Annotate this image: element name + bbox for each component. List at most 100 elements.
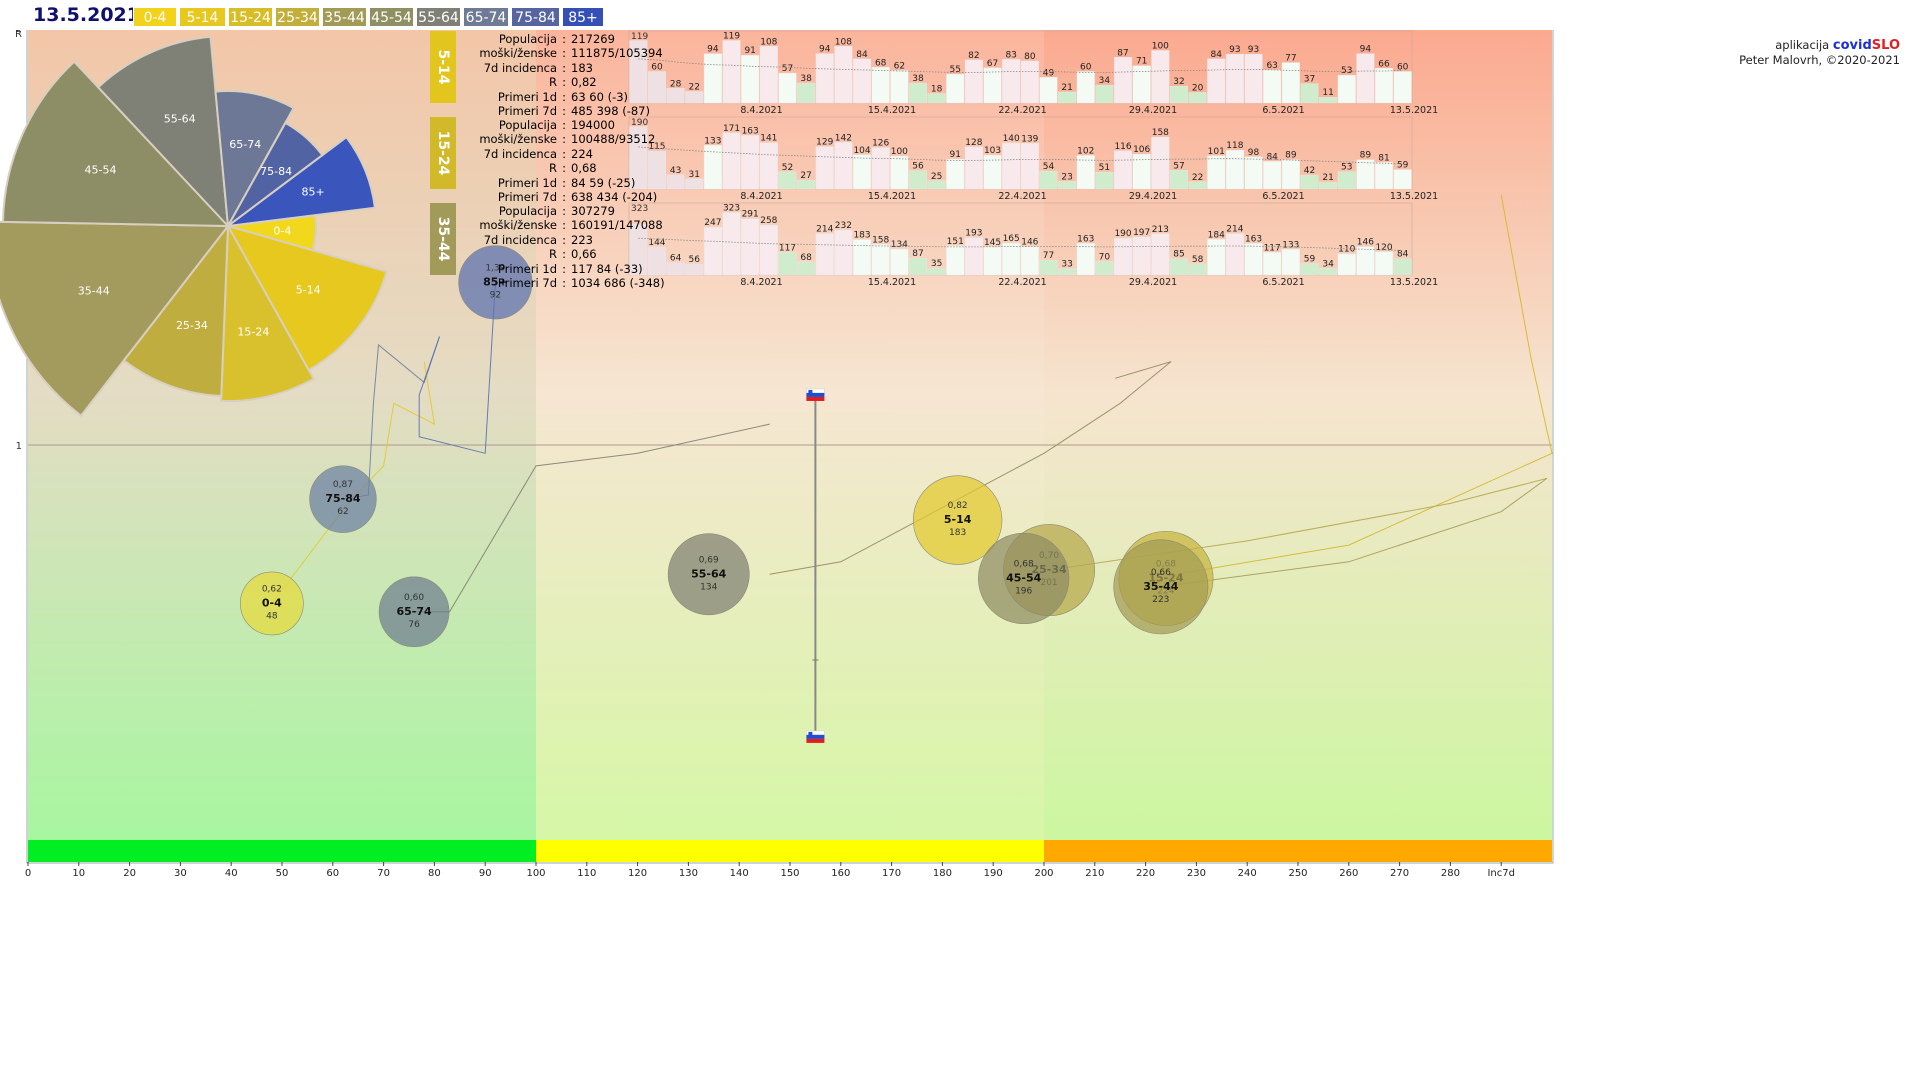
mini-bar	[1337, 253, 1356, 276]
mini-bar-label: 158	[1152, 128, 1169, 138]
bubble-circle	[240, 571, 304, 636]
mini-chart-frame	[628, 116, 1413, 190]
mini-bar	[778, 252, 797, 276]
mini-bar	[1058, 91, 1077, 104]
mini-bar-label: 126	[872, 139, 889, 149]
top-bar: 13.5.2021 0-4 5-14 15-24 25-34 35-44 45-54 55-…	[0, 0, 1920, 30]
mini-bar	[834, 142, 853, 190]
mini-bar-label: 93	[1229, 45, 1240, 55]
stat-value: 111875/105394	[571, 46, 663, 61]
x-tick-label: 140	[730, 868, 749, 879]
mini-bar-label: 87	[1117, 48, 1128, 58]
mini-bar	[983, 154, 1002, 190]
stat-key: Populacija	[498, 204, 557, 218]
mini-bar	[871, 67, 890, 104]
mini-bar-label: 93	[1248, 45, 1259, 55]
age-group-button-45-54[interactable]: 45-54	[369, 7, 414, 27]
stat-row: 7d incidenca:183	[445, 61, 663, 75]
x-tick-label: Inc7d	[1487, 868, 1515, 879]
mini-bar-label: 323	[723, 204, 740, 214]
mini-bar-label: 54	[1043, 162, 1055, 172]
age-group-button-0-4[interactable]: 0-4	[133, 7, 177, 27]
mini-bar-label: 60	[1080, 62, 1092, 72]
bubble-85+: 1,39 85+ 92	[458, 245, 533, 320]
x-tick-label: 260	[1339, 868, 1358, 879]
x-tick-label: 130	[679, 868, 698, 879]
age-group-button-5-14[interactable]: 5-14	[179, 7, 226, 27]
age-group-button-15-24[interactable]: 15-24	[228, 7, 273, 27]
bubble-group-label: 35-44	[1143, 580, 1179, 593]
bubble-group-label: 45-54	[1006, 571, 1042, 584]
pie-slice-35-44	[0, 220, 231, 418]
mini-bar-label: 80	[1024, 52, 1036, 62]
stat-value: 100488/93512	[571, 132, 656, 147]
mini-bar-label: 70	[1099, 252, 1111, 262]
mini-bar	[797, 82, 816, 104]
mini-bar-label: 58	[1192, 255, 1204, 265]
mini-chart-5-14: 60 28 22 94 119 91 108 57 38 94 108 84 68 62 38 18 55 82 6…	[628, 30, 1438, 116]
stat-key: Primeri 1d	[497, 175, 557, 190]
stat-value: 223	[571, 232, 593, 247]
age-group-button-65-74[interactable]: 65-74	[463, 7, 509, 27]
age-group-button-35-44[interactable]: 35-44	[322, 7, 367, 27]
mini-bar	[1300, 174, 1319, 190]
mini-bar	[964, 146, 983, 190]
mini-bar	[741, 55, 760, 104]
age-group-button-55-64[interactable]: 55-64	[416, 7, 461, 27]
mini-bar-label: 119	[723, 32, 740, 42]
mini-bar	[722, 212, 741, 276]
mini-bar	[647, 246, 666, 276]
mini-bar-label: 28	[670, 79, 682, 89]
age-group-button-25-34[interactable]: 25-34	[275, 7, 320, 27]
mini-bar-label: 190	[1114, 229, 1131, 239]
mini-bar	[722, 132, 741, 190]
stat-separator: :	[562, 276, 566, 291]
panel-group-tag: 5-14	[430, 31, 456, 103]
stat-value: 0,68	[571, 161, 597, 176]
mini-bar	[1244, 156, 1263, 190]
brand-covid: covid	[1832, 38, 1872, 53]
mini-bar	[1095, 172, 1114, 190]
stat-key: 7d incidenca	[483, 146, 557, 161]
mini-bar	[741, 135, 760, 190]
mini-bar-label: 89	[1360, 151, 1372, 161]
mini-bar	[1225, 233, 1244, 276]
stat-key: Populacija	[498, 118, 557, 132]
mini-bar-label: 38	[800, 74, 812, 84]
stat-key: Primeri 7d	[497, 276, 557, 291]
mini-date-tick: 22.4.2021	[998, 277, 1046, 288]
age-group-button-85+[interactable]: 85+	[562, 7, 604, 27]
mini-bar-label: 55	[950, 65, 961, 75]
stat-key: R	[549, 75, 557, 90]
mini-bar-label: 193	[965, 229, 982, 239]
mini-bar	[1076, 155, 1095, 190]
mini-bar-label: 116	[1114, 142, 1131, 152]
x-tick-label: 70	[377, 868, 390, 879]
pie-slice-label: 0-4	[273, 224, 291, 237]
mini-bar-label: 94	[707, 45, 719, 55]
mini-bar-label: 110	[1338, 245, 1355, 255]
stat-key: moški/ženske	[479, 218, 557, 233]
mini-bar-label: 163	[742, 126, 759, 136]
bubble-circle	[667, 533, 750, 616]
stat-key: 7d incidenca	[483, 60, 557, 75]
mini-bar	[1375, 162, 1394, 190]
mini-date-tick: 22.4.2021	[998, 105, 1046, 116]
x-tick-label: 10	[72, 868, 85, 879]
bubble-circle	[378, 576, 450, 648]
stat-value: 485 398 (-87)	[571, 104, 650, 119]
mini-bar	[685, 91, 704, 104]
mini-bar-label: 101	[1208, 147, 1225, 157]
mini-bar	[946, 158, 965, 190]
mini-bar	[666, 88, 685, 104]
mini-bar	[1151, 136, 1170, 190]
mini-bar-label: 140	[1003, 134, 1020, 144]
stat-row: Primeri 7d:638 434 (-204)	[445, 190, 657, 204]
mini-peak-label: 119	[631, 32, 648, 42]
mini-chart-frame	[628, 202, 1413, 276]
pie-slice-label: 65-74	[229, 138, 261, 151]
age-group-button-75-84[interactable]: 75-84	[511, 7, 560, 27]
mini-bar	[1039, 259, 1058, 276]
mini-bar	[1225, 149, 1244, 190]
mini-bar	[1039, 171, 1058, 190]
